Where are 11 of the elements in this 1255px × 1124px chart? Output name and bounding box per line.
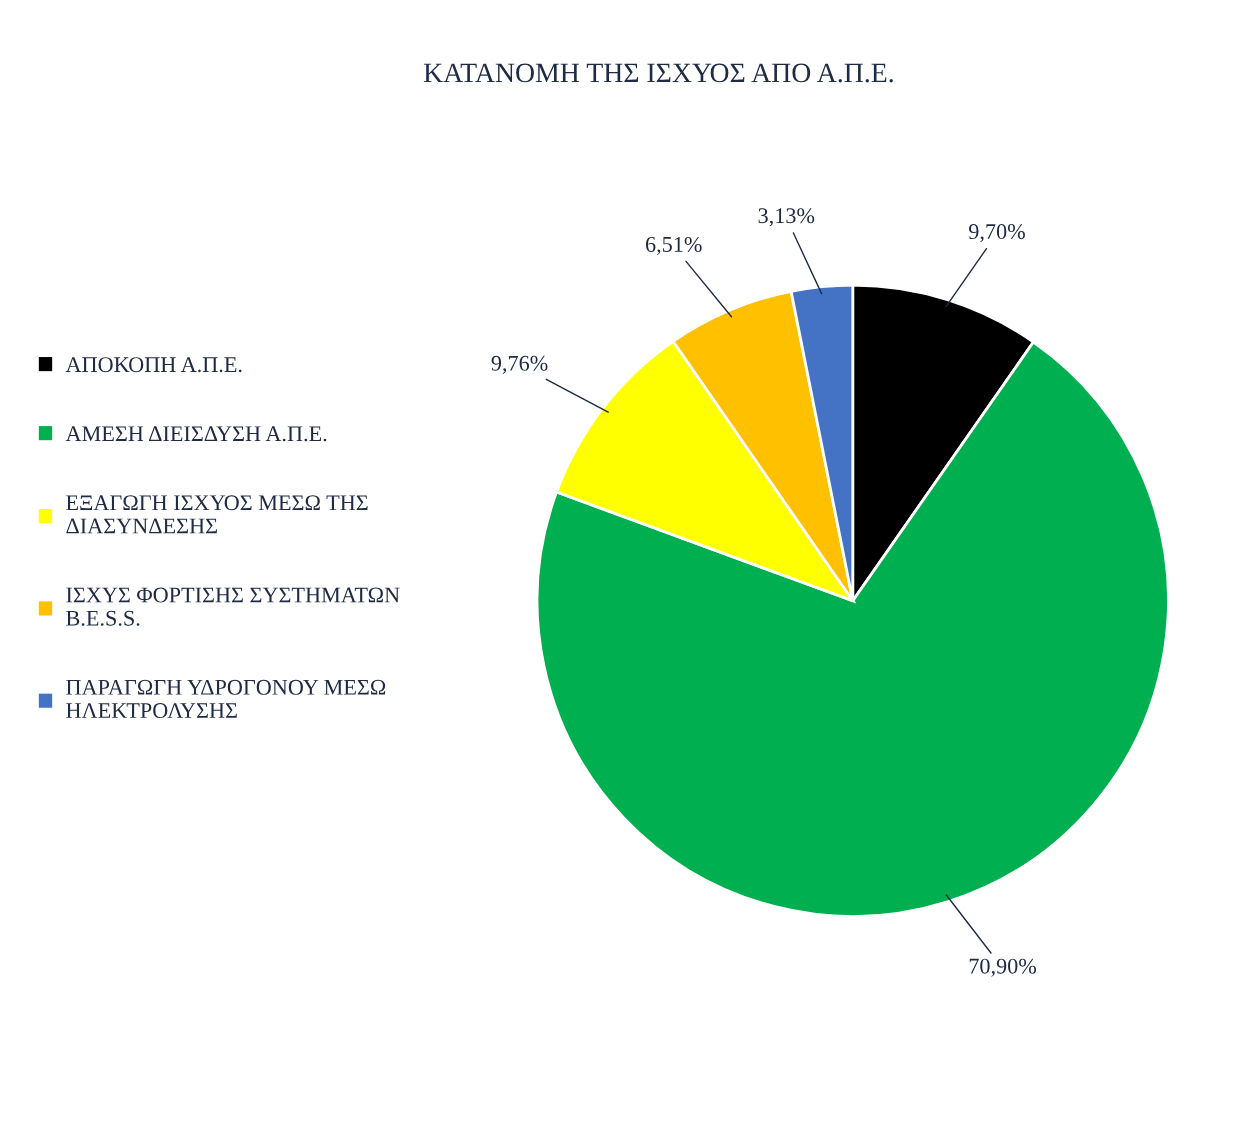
legend-label: ΠΑΡΑΓΩΓΗ ΥΔΡΟΓΟΝΟΥ ΜΕΣΩ ΗΛΕΚΤΡΟΛΥΣΗΣ: [66, 679, 386, 719]
chart-title: ΚΑΤΑΝΟΜΗ ΤΗΣ ΙΣΧΥΟΣ ΑΠΟ Α.Π.Ε.: [423, 63, 893, 83]
data-label: 3,13%: [758, 208, 815, 227]
data-label: 6,51%: [645, 236, 702, 256]
data-label: 9,76%: [491, 355, 548, 374]
legend-label: ΑΠΟΚΟΠΗ Α.Π.Ε.: [65, 357, 242, 373]
legend-label: ΙΣΧΥΣ ΦΟΡΤΙΣΗΣ ΣΥΣΤΗΜΑΤΩΝ B.E.S.S.: [66, 587, 400, 626]
data-label: 70,90%: [969, 958, 1037, 977]
legend-label: ΕΞΑΓΩΓΗ ΙΣΧΥΟΣ ΜΕΣΩ ΤΗΣ ΔΙΑΣΥΝΔΕΣΗΣ: [66, 495, 368, 534]
data-label: 9,70%: [969, 224, 1025, 243]
legend-label: ΑΜΕΣΗ ΔΙΕΙΣΔΥΣΗ Α.Π.Ε.: [65, 426, 327, 442]
